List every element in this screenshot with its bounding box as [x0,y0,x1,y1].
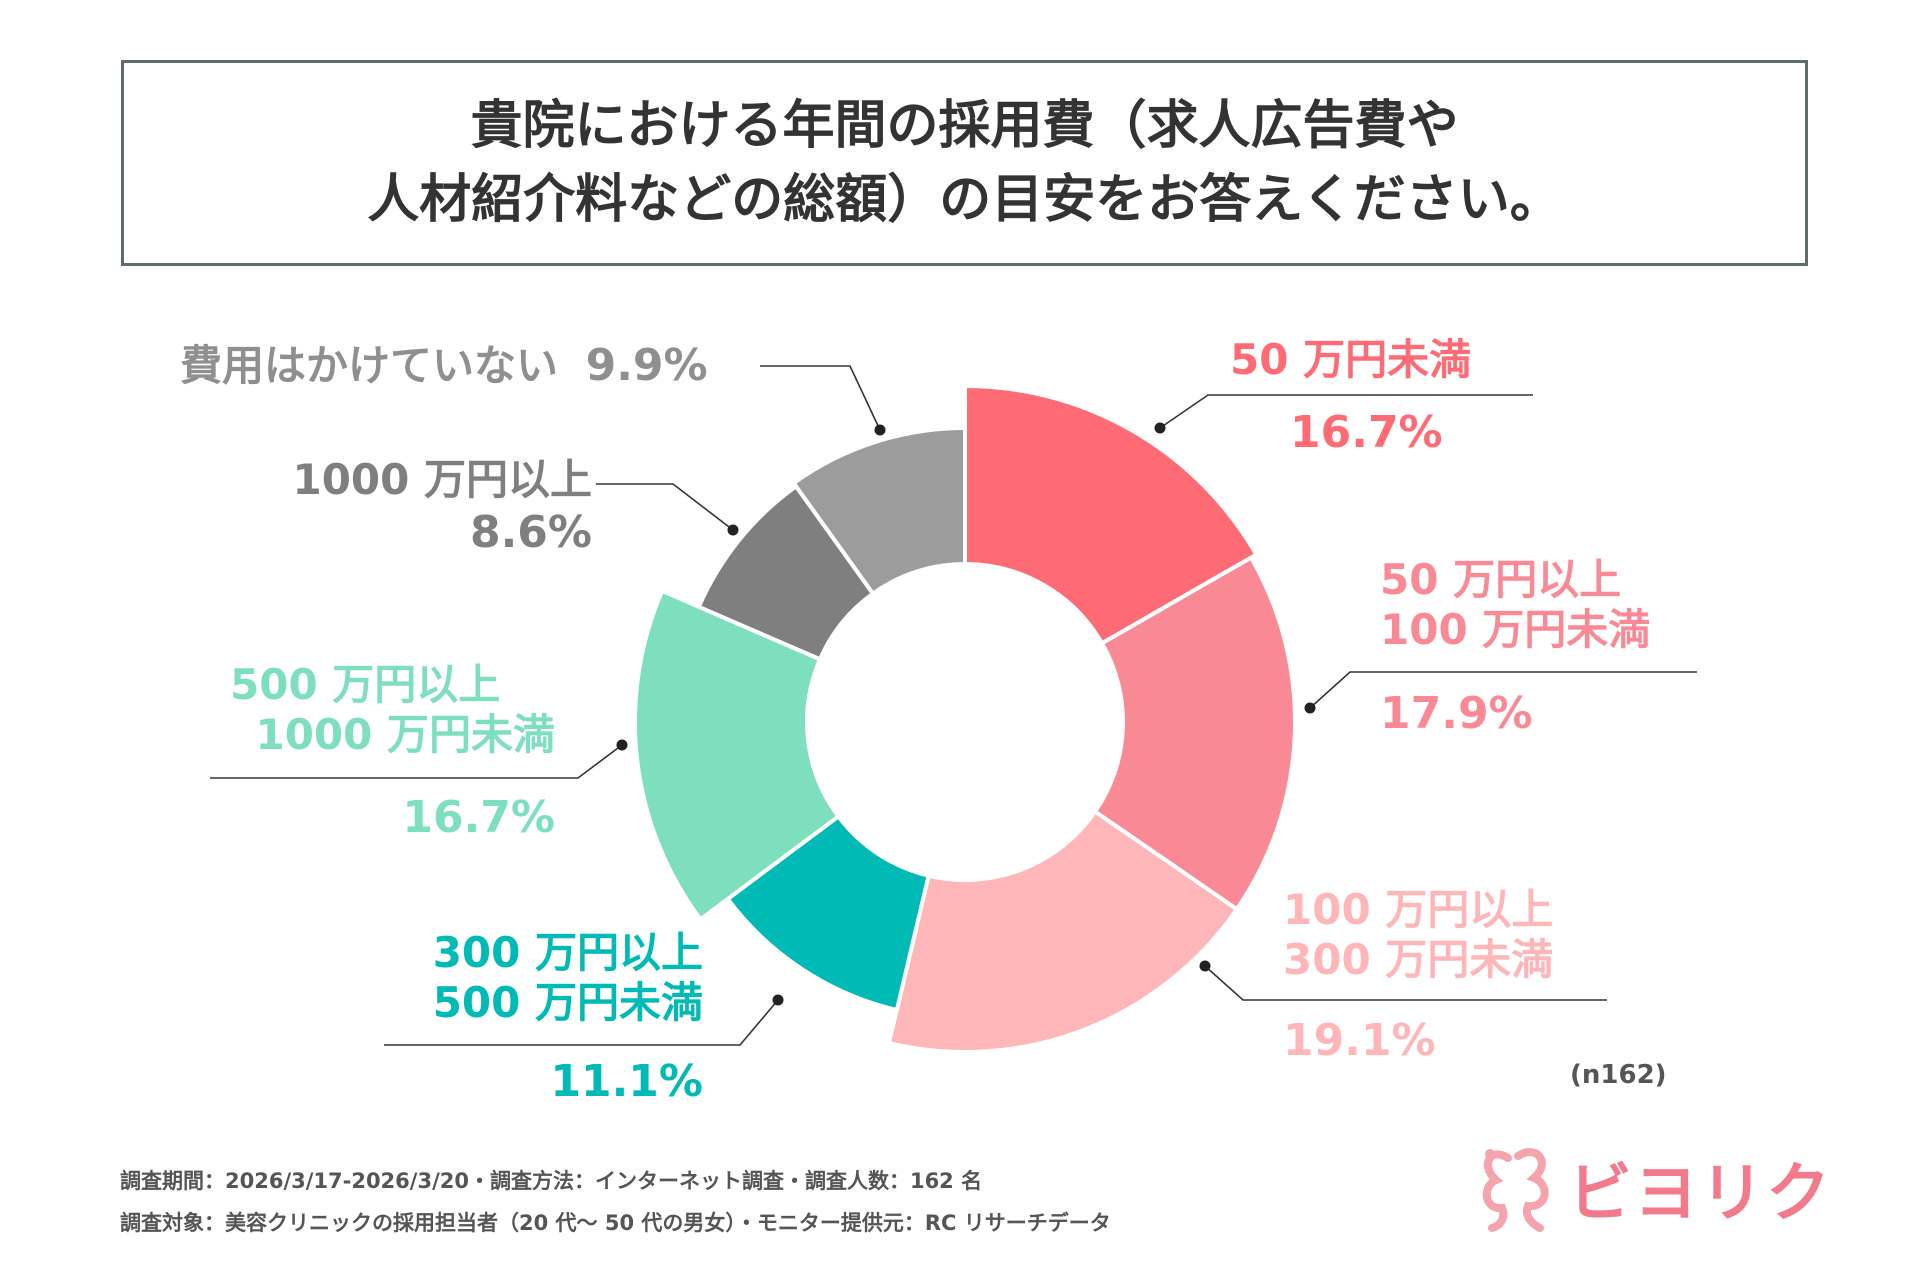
label-percent: 16.7% [1290,407,1443,459]
title-box: 貴院における年間の採用費（求人広告費や 人材紹介料などの総額）の目安をお答えくだ… [121,60,1808,266]
leader-dot-over-1000man [727,524,739,536]
survey-info-line-1: 調査期間：2026/3/17-2026/3/20・調査方法：インターネット調査・… [120,1169,983,1193]
label-name-line2: 100 万円未満 [1380,605,1651,655]
survey-info-line-2: 調査対象：美容クリニックの採用担当者（20 代～ 50 代の男女）・モニター提供… [120,1211,1111,1235]
label-percent: 19.1% [1283,1015,1436,1066]
label-name: 1000 万円以上 [292,455,592,504]
label-name-line1: 50 万円以上 [1380,555,1622,604]
leader-line-under-50man [1159,394,1533,429]
slice-500-1000man [633,588,842,923]
leader-dot-no-cost [874,424,886,436]
leader-dot-100-300man [1199,960,1211,972]
logo-text: ビヨリク [1568,1157,1832,1231]
label-percent: 11.1% [550,1056,703,1107]
butterfly-logo-icon [1483,1148,1549,1232]
label-percent: 17.9% [1380,688,1533,739]
label-500-1000man: 500 万円以上 1000 万円未満 [230,660,555,761]
slice-100-300man [886,808,1240,1054]
label-name: 費用はかけていない [180,341,559,390]
leader-line-100-300man [1204,965,1607,1001]
label-name-line1: 500 万円以上 [230,660,501,709]
leader-line-500-1000man [210,744,623,779]
label-300-500man: 300 万円以上 500 万円未満 [398,928,703,1029]
title-line-2: 人材紹介料などの総額）の目安をお答えください。 [367,170,1562,230]
leader-dot-500-1000man [616,739,628,751]
label-100-300man: 100 万円以上 300 万円未満 [1283,885,1553,986]
label-percent: 16.7% [402,792,555,843]
label-300-500man-percent: 11.1% [398,1056,703,1109]
donut-slices [633,383,1297,1054]
slice-50-100man [1092,554,1297,912]
label-name-line1: 100 万円以上 [1283,885,1554,934]
label-percent: 9.9% [585,340,708,391]
label-50-100man: 50 万円以上 100 万円未満 [1380,555,1670,656]
sample-size-note: (n162) [1570,1060,1667,1090]
leader-line-300-500man [384,999,779,1046]
leader-dot-under-50man [1154,422,1166,434]
label-name-line2: 500 万円未満 [432,978,703,1028]
slice-under-50man [963,383,1260,647]
label-under-50man: 50 万円未満 16.7% [1230,335,1471,460]
label-name-line2: 1000 万円未満 [255,710,555,760]
leader-dot-50-100man [1304,702,1316,714]
label-name-line2: 300 万円未満 [1283,935,1554,985]
label-50-100man-percent: 17.9% [1380,688,1533,741]
leader-dot-300-500man [772,994,784,1006]
label-percent: 8.6% [469,507,592,559]
label-name: 50 万円未満 [1230,335,1472,384]
slice-no-cost [790,425,967,597]
label-name-line1: 300 万円以上 [432,928,703,977]
leader-lines [210,365,1697,1046]
label-no-cost: 費用はかけていない 9.9% [180,340,708,393]
leader-line-over-1000man [596,483,734,531]
survey-footer: 調査期間：2026/3/17-2026/3/20・調査方法：インターネット調査・… [120,1160,1111,1244]
leader-line-50-100man [1309,671,1697,709]
leader-line-no-cost [760,365,881,431]
title-line-1: 貴院における年間の採用費（求人広告費や [470,96,1459,156]
brand-logo: ビヨリク [1478,1142,1832,1234]
label-over-1000man: 1000 万円以上 8.6% [240,455,592,560]
label-100-300man-percent: 19.1% [1283,1015,1436,1068]
label-500-1000man-percent: 16.7% [230,792,555,845]
